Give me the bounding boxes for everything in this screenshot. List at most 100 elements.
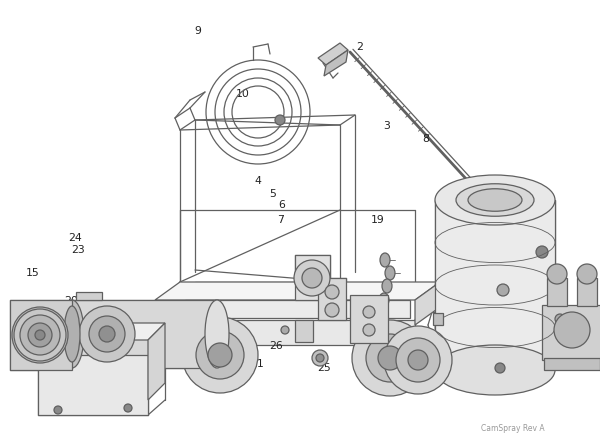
Bar — [433, 313, 443, 325]
Text: 7: 7 — [277, 215, 284, 224]
Polygon shape — [318, 43, 348, 65]
Circle shape — [28, 323, 52, 347]
Text: 26: 26 — [269, 341, 283, 351]
Polygon shape — [295, 255, 330, 300]
Circle shape — [396, 338, 440, 382]
Ellipse shape — [64, 306, 80, 362]
Circle shape — [124, 404, 132, 412]
Polygon shape — [38, 323, 165, 340]
Text: 27: 27 — [523, 280, 536, 290]
Circle shape — [35, 330, 45, 340]
Ellipse shape — [577, 264, 597, 284]
Circle shape — [14, 309, 66, 361]
Text: 21: 21 — [523, 203, 536, 213]
Circle shape — [384, 326, 452, 394]
Circle shape — [363, 324, 375, 336]
Polygon shape — [324, 50, 348, 76]
Circle shape — [79, 306, 135, 362]
Circle shape — [89, 316, 125, 352]
Text: 17: 17 — [520, 266, 533, 276]
Circle shape — [12, 307, 68, 363]
Text: 20: 20 — [64, 296, 78, 306]
Text: 10: 10 — [236, 89, 250, 99]
Circle shape — [497, 284, 509, 296]
Text: 4: 4 — [254, 177, 262, 186]
Circle shape — [316, 354, 324, 362]
Ellipse shape — [385, 266, 395, 280]
Bar — [544, 358, 600, 370]
Polygon shape — [155, 320, 415, 345]
Circle shape — [312, 350, 328, 366]
Circle shape — [294, 260, 330, 296]
Circle shape — [536, 246, 548, 258]
Bar — [435, 200, 555, 370]
Text: 12: 12 — [71, 321, 85, 331]
Circle shape — [196, 331, 244, 379]
Circle shape — [378, 346, 402, 370]
Ellipse shape — [382, 279, 392, 293]
Ellipse shape — [468, 189, 522, 211]
Ellipse shape — [547, 264, 567, 284]
Text: 19: 19 — [371, 215, 385, 225]
Bar — [350, 295, 388, 343]
Ellipse shape — [555, 327, 565, 338]
Text: 1: 1 — [14, 301, 22, 310]
Circle shape — [366, 334, 414, 382]
Text: 8: 8 — [422, 134, 430, 144]
Bar — [542, 305, 600, 360]
Text: 3: 3 — [383, 121, 391, 131]
Ellipse shape — [60, 300, 84, 368]
Circle shape — [54, 406, 62, 414]
Ellipse shape — [205, 300, 229, 368]
Ellipse shape — [379, 293, 389, 307]
Circle shape — [325, 303, 339, 317]
Ellipse shape — [380, 253, 390, 267]
Text: 6: 6 — [278, 200, 286, 210]
Text: 23: 23 — [71, 245, 85, 255]
Circle shape — [208, 343, 232, 367]
Bar — [295, 320, 313, 342]
Circle shape — [325, 285, 339, 299]
Circle shape — [182, 317, 258, 393]
Polygon shape — [148, 323, 165, 400]
Polygon shape — [155, 282, 440, 300]
Text: 13: 13 — [181, 345, 194, 355]
Text: 22: 22 — [382, 350, 395, 360]
Text: CamSpray Rev A: CamSpray Rev A — [481, 423, 545, 432]
Ellipse shape — [456, 184, 534, 216]
Text: 5: 5 — [269, 189, 277, 198]
Circle shape — [275, 115, 285, 125]
Polygon shape — [76, 292, 102, 300]
Bar — [547, 278, 567, 306]
Circle shape — [363, 306, 375, 318]
Circle shape — [352, 320, 428, 396]
Polygon shape — [72, 300, 217, 368]
Circle shape — [554, 312, 590, 348]
Circle shape — [20, 315, 60, 355]
Text: 14: 14 — [173, 321, 187, 331]
Text: 11: 11 — [251, 359, 265, 369]
Text: 1D: 1D — [30, 327, 46, 337]
Polygon shape — [38, 355, 148, 415]
Circle shape — [99, 326, 115, 342]
Bar — [318, 278, 346, 320]
Circle shape — [302, 268, 322, 288]
Circle shape — [50, 325, 60, 335]
Bar — [577, 278, 597, 306]
Ellipse shape — [435, 345, 555, 395]
Ellipse shape — [435, 175, 555, 225]
Circle shape — [22, 317, 58, 353]
Text: 15: 15 — [26, 268, 40, 278]
Circle shape — [408, 350, 428, 370]
Text: 9: 9 — [194, 26, 202, 36]
Text: 24: 24 — [68, 233, 82, 243]
Circle shape — [495, 363, 505, 373]
Polygon shape — [415, 282, 440, 325]
Text: 2: 2 — [356, 42, 364, 52]
Text: 18: 18 — [182, 301, 196, 310]
Ellipse shape — [555, 314, 565, 324]
Text: 16: 16 — [220, 317, 233, 327]
Circle shape — [281, 326, 289, 334]
Polygon shape — [10, 300, 72, 370]
Circle shape — [485, 200, 495, 210]
